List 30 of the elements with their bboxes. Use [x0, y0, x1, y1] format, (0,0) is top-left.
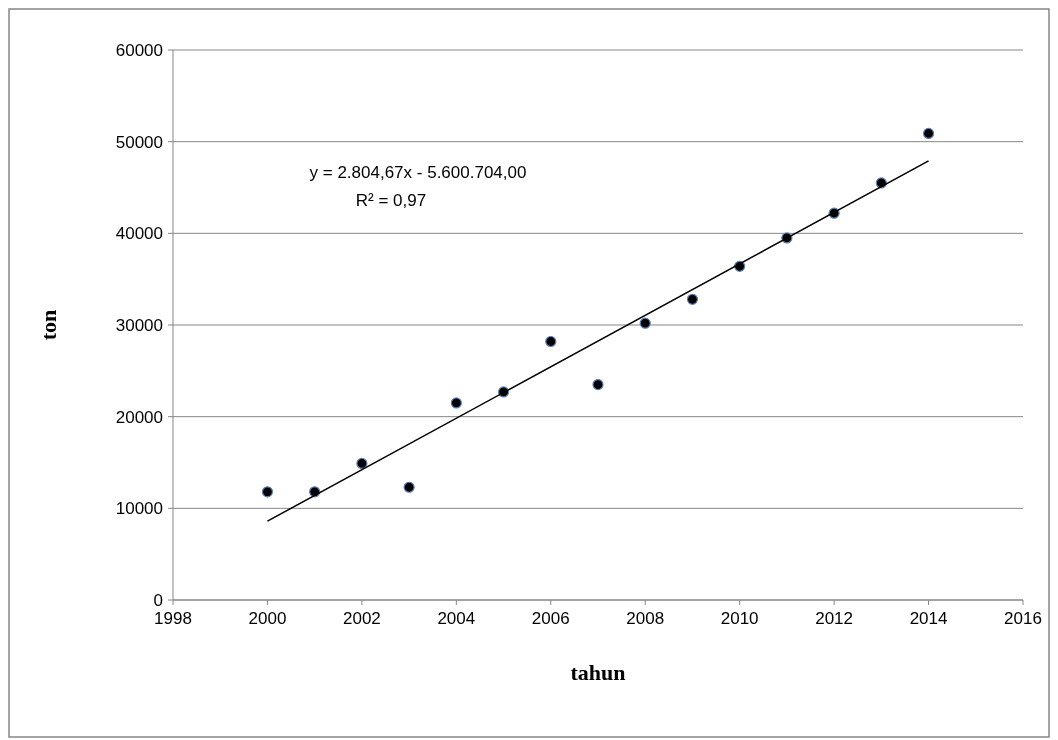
- point: [450, 397, 462, 409]
- y-tick-label: 60000: [115, 40, 163, 60]
- x-tick-label: 2002: [342, 609, 381, 628]
- x-tick-label: 2016: [1004, 609, 1042, 628]
- point: [261, 486, 274, 498]
- x-tick-label: 2012: [815, 609, 854, 628]
- point: [686, 293, 699, 305]
- x-tick-label: 1998: [154, 609, 192, 628]
- x-tick-label: 2006: [531, 609, 570, 628]
- point: [639, 317, 651, 329]
- x-tick-label: 2010: [720, 609, 759, 628]
- x-axis-title: tahun: [570, 660, 626, 685]
- x-tick-label: 2014: [909, 609, 948, 628]
- y-tick-label: 30000: [115, 315, 163, 335]
- point: [545, 335, 557, 348]
- point: [403, 481, 415, 493]
- point: [356, 457, 368, 470]
- y-tick-label: 10000: [115, 499, 163, 519]
- y-tick-label: 40000: [115, 224, 163, 244]
- y-axis-title: ton: [36, 309, 61, 341]
- x-tick-label: 2000: [248, 609, 287, 628]
- point: [922, 127, 935, 140]
- y-tick-label: 50000: [115, 132, 163, 152]
- y-tick-label: 0: [153, 590, 163, 610]
- x-tick-label: 2008: [626, 609, 665, 628]
- y-tick-label: 20000: [115, 407, 163, 427]
- annotation: R² = 0,97: [355, 191, 427, 210]
- x-tick-label: 2004: [437, 609, 476, 628]
- point: [592, 378, 604, 391]
- annotation: y = 2.804,67x - 5.600.704,00: [309, 163, 527, 182]
